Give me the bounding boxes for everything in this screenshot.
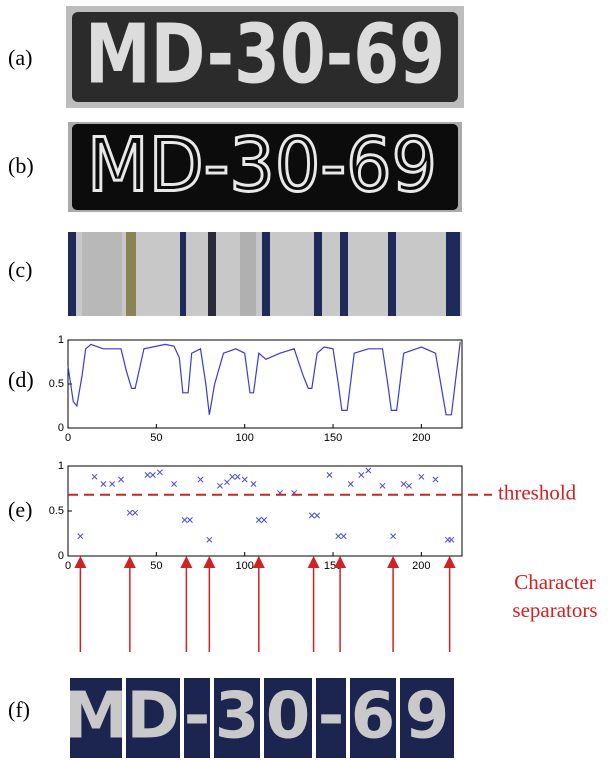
threshold-label: threshold (498, 481, 577, 505)
separators-label: Character (514, 570, 596, 594)
panel-label: (e) (8, 497, 32, 522)
plate-b (72, 124, 458, 210)
segment-char: 9 (405, 680, 450, 754)
data-point (206, 536, 213, 543)
data-point (261, 517, 268, 523)
data-point (340, 533, 347, 540)
data-point (241, 476, 248, 483)
data-point (118, 476, 124, 483)
segment-box (400, 678, 454, 758)
segment-box (350, 678, 396, 758)
separators-label: separators (512, 598, 597, 622)
data-point (126, 509, 133, 516)
y-tick-label: 0.5 (49, 505, 64, 517)
data-point (144, 472, 151, 478)
segment-char: 0 (266, 680, 311, 754)
data-point (132, 509, 139, 516)
x-tick-label: 0 (65, 560, 71, 572)
data-point (234, 473, 241, 480)
x-tick-label: 150 (324, 432, 342, 444)
data-point (365, 467, 372, 474)
data-point (156, 469, 163, 476)
data-point (229, 473, 236, 480)
data-point (109, 481, 116, 487)
data-point (181, 517, 188, 523)
x-tick-label: 0 (65, 432, 71, 444)
data-point (314, 512, 321, 519)
stripe-image (68, 232, 462, 316)
panel-label: (d) (8, 367, 34, 392)
data-point (358, 472, 365, 478)
panel-label: (f) (8, 697, 30, 722)
segment-box (214, 678, 260, 758)
x-tick-label: 50 (150, 560, 162, 572)
data-point (418, 473, 425, 480)
data-point (91, 473, 98, 480)
data-point (448, 536, 455, 543)
plot-area (67, 465, 463, 557)
panel-label: (c) (8, 257, 32, 282)
segment-char: - (184, 680, 211, 754)
data-point (347, 481, 354, 487)
x-tick-label: 100 (236, 560, 254, 572)
data-line (67, 341, 461, 416)
data-point (100, 481, 107, 487)
plate-b-text: MD-30-69 (87, 123, 437, 209)
segment-char: 6 (351, 680, 396, 754)
x-tick-label: 200 (412, 432, 430, 444)
data-point (432, 476, 439, 483)
data-point (216, 482, 223, 489)
data-point (250, 481, 257, 487)
data-point (149, 472, 156, 478)
data-point (406, 482, 412, 489)
data-point (171, 481, 177, 487)
data-point (255, 517, 262, 523)
data-point (224, 479, 230, 486)
y-tick-label: 0 (58, 550, 64, 562)
segment-box (264, 678, 312, 758)
segment-box (70, 678, 122, 758)
data-point (186, 517, 193, 523)
segment-box (184, 678, 210, 758)
data-point (77, 533, 84, 540)
data-point (308, 512, 315, 519)
x-tick-label: 50 (150, 432, 162, 444)
plot-area (67, 339, 463, 429)
data-point (335, 533, 342, 540)
segment-char: 3 (215, 680, 260, 754)
segment-box (126, 678, 180, 758)
data-point (390, 533, 397, 540)
data-point (197, 476, 204, 483)
y-tick-label: 0 (58, 422, 64, 434)
data-point (400, 481, 407, 487)
panel-label: (b) (8, 153, 34, 178)
plate-a-text: MD-30-69 (85, 7, 445, 102)
data-point (326, 472, 333, 478)
y-tick-label: 1 (58, 460, 64, 472)
x-tick-label: 100 (236, 432, 254, 444)
y-tick-label: 0.5 (49, 378, 64, 390)
segment-char: D (126, 680, 179, 754)
segment-char: M (64, 680, 128, 754)
plate-a (72, 12, 458, 102)
data-point (379, 482, 386, 489)
y-tick-label: 1 (58, 334, 64, 346)
panel-label: (a) (8, 45, 32, 70)
segment-char: - (318, 680, 345, 754)
segment-box (316, 678, 346, 758)
x-tick-label: 200 (412, 560, 430, 572)
